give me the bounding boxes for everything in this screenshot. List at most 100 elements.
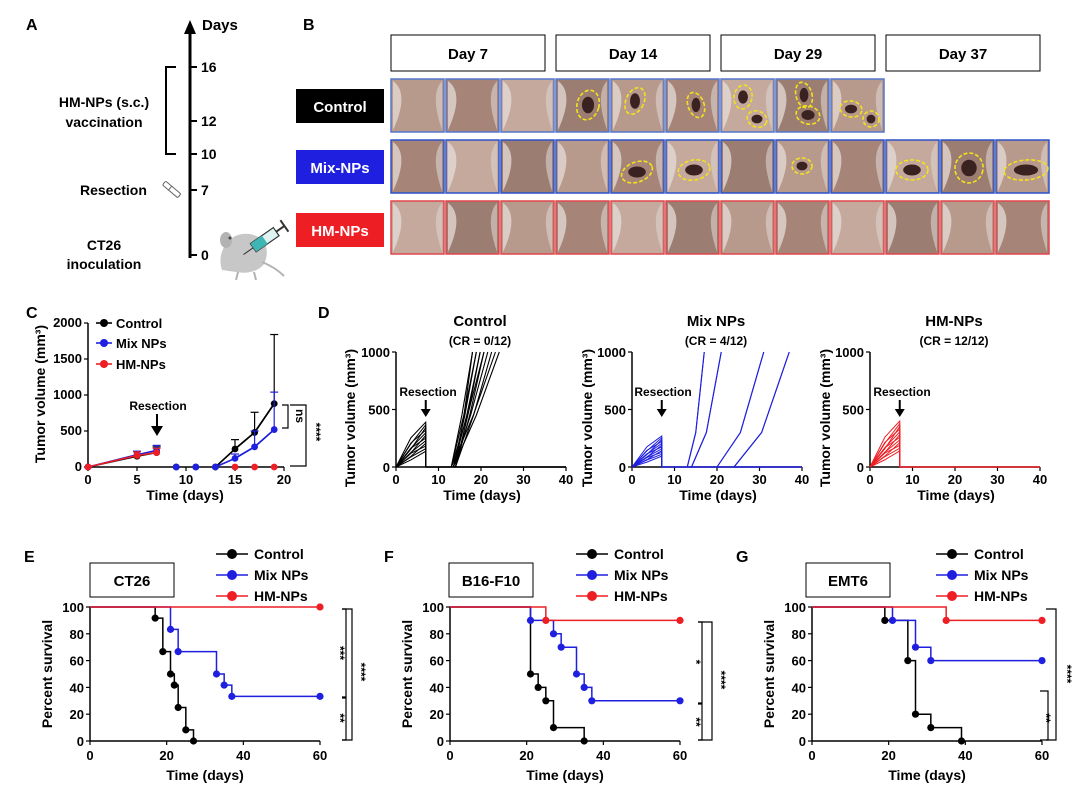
- survival-title-box: [89, 562, 175, 598]
- survival-censor-marker: [182, 726, 190, 734]
- fur-shading: [655, 203, 662, 252]
- panel-d-tick-labels: 0 500 1000 0 10 20 30 40 0 500 1000 0 10 20 30 40 0 500 10…: [361, 345, 1047, 487]
- timeline-panel: Days 16 12 10 7 0 HM-NPs (s.c.) vaccinat…: [59, 17, 290, 281]
- panel-c-xtick: 0: [84, 472, 91, 487]
- survival-censor-marker: [166, 670, 175, 678]
- panel-d-xtick: 20: [710, 472, 724, 487]
- panel-c-ytick: 1500: [53, 351, 82, 366]
- survival-legend-label: Mix NPs: [254, 567, 309, 583]
- panel-d2-subtitle: (CR = 4/12): [685, 334, 747, 348]
- survival-censor-marker: [228, 692, 236, 700]
- survival-sig-bracket: [342, 697, 347, 741]
- survival-censor-marker: [159, 648, 167, 656]
- panel-d-ytick: 500: [604, 403, 626, 418]
- tumor-mark: [738, 90, 748, 104]
- survival-censor-marker: [942, 616, 950, 625]
- fur-shading: [545, 142, 552, 191]
- panel-d-ytick: 1000: [597, 345, 626, 360]
- survival-legend-marker: [227, 570, 237, 580]
- vaccination-bracket: [165, 66, 176, 155]
- panel-c-ylabel: Tumor volume (mm³): [32, 325, 48, 463]
- fur-shading: [765, 203, 772, 252]
- tumor-mark: [691, 97, 701, 113]
- panel-d-growth-curve: [395, 437, 427, 468]
- fur-shading: [503, 81, 512, 130]
- panel-c-data-point: [133, 452, 141, 459]
- survival-ylabel: Percent survival: [399, 620, 415, 728]
- survival-censor-marker: [174, 648, 182, 656]
- fur-shading: [600, 203, 607, 252]
- panel-letter-b: B: [303, 17, 315, 34]
- tumor-outline: [575, 89, 601, 121]
- survival-censor-marker: [534, 683, 542, 692]
- panel-c-data-point: [84, 463, 92, 471]
- survival-sig-bracket: [342, 608, 353, 741]
- fur-shading: [503, 142, 512, 191]
- survival-censor-marker: [166, 625, 175, 633]
- day-header-29: Day 29: [774, 46, 822, 63]
- panel-d-resection-arrowhead: [420, 409, 431, 417]
- panel-d-xtick: 40: [1033, 472, 1047, 487]
- panel-c-data-point: [251, 463, 258, 471]
- survival-censor-marker: [542, 616, 550, 625]
- fur-shading: [545, 203, 552, 252]
- panel-d-xtick: 20: [474, 472, 488, 487]
- label-day-7: 7: [201, 182, 209, 198]
- panel-c-xlabel: Time (days): [146, 487, 224, 503]
- fur-shading: [668, 81, 677, 130]
- survival-title-box: [805, 562, 891, 598]
- panel-c-xticks: 0 5 10 15 20: [84, 472, 291, 487]
- panel-d1-resection-label: Resection: [399, 385, 456, 399]
- fur-shading: [600, 142, 607, 191]
- fur-shading: [490, 203, 497, 252]
- fur-shading: [875, 203, 882, 252]
- panel-d-relapse-curve: [686, 351, 705, 468]
- survival-sig-bracket: [1046, 608, 1057, 741]
- panel-letter-c: C: [26, 305, 38, 322]
- survival-xtick: 0: [808, 748, 815, 763]
- panel-d-xtick: 40: [795, 472, 809, 487]
- panel-d3-subtitle: (CR = 12/12): [919, 334, 988, 348]
- fur-shading: [765, 81, 772, 130]
- survival-censor-marker: [580, 683, 588, 692]
- panel-d1-ylabel: Tumor volume (mm³): [342, 349, 358, 487]
- tumor-outline: [794, 81, 814, 109]
- timeline-arrowhead: [184, 20, 196, 34]
- survival-panels: CT26 0 20 40 60 80 100 0 20 40 60 Time (days) Percen…: [39, 546, 1074, 783]
- survival-panel-g: EMT6 0 20 40 60 80 100 0 20 40 60 Time (days) Percen…: [761, 546, 1074, 783]
- survival-censor-marker: [888, 616, 897, 625]
- fur-shading: [668, 203, 677, 252]
- panel-c-ytick: 1000: [53, 387, 82, 402]
- panel-d3-title: HM-NPs: [925, 313, 983, 330]
- survival-legend-label: HM-NPs: [254, 588, 308, 604]
- survival-legend-marker: [587, 549, 597, 559]
- panel-c-data-point: [153, 449, 161, 456]
- panel-d-xtick: 0: [392, 472, 399, 487]
- photo-panel: Day 7 Day 14 Day 29 Day 37 Control Mix-N…: [296, 34, 1050, 255]
- fur-shading: [448, 203, 457, 252]
- survival-ytick: 0: [77, 734, 84, 749]
- fur-shading: [490, 142, 497, 191]
- panel-c-series-line: [215, 428, 275, 468]
- panel-d2-title: Mix NPs: [687, 313, 745, 330]
- panel-d-relapse-curve: [733, 351, 790, 468]
- panel-c-xtick: 20: [277, 472, 291, 487]
- group-label-control: Control: [313, 99, 366, 116]
- fur-shading: [943, 203, 952, 252]
- survival-ylabel: Percent survival: [39, 620, 55, 728]
- fur-shading: [393, 142, 402, 191]
- survival-legend-marker: [227, 591, 237, 601]
- survival-panel-e: CT26 0 20 40 60 80 100 0 20 40 60 Time (days) Percen…: [39, 546, 368, 783]
- panel-c-resection-arrowhead: [151, 426, 163, 436]
- survival-title: CT26: [114, 573, 151, 590]
- survival-censor-marker: [957, 737, 966, 745]
- label-day-12: 12: [201, 113, 217, 129]
- tumor-mark: [581, 96, 595, 114]
- fur-shading: [545, 81, 552, 130]
- survival-legend-marker: [947, 549, 957, 559]
- survival-xtick: 0: [86, 748, 93, 763]
- survival-sig-bracket: [698, 621, 713, 741]
- survival-censor-marker: [526, 616, 535, 625]
- survival-censor-marker: [549, 724, 558, 732]
- survival-panel-f: B16-F10 0 20 40 60 80 100 0 20 40 60 Time (days) Per…: [399, 546, 728, 783]
